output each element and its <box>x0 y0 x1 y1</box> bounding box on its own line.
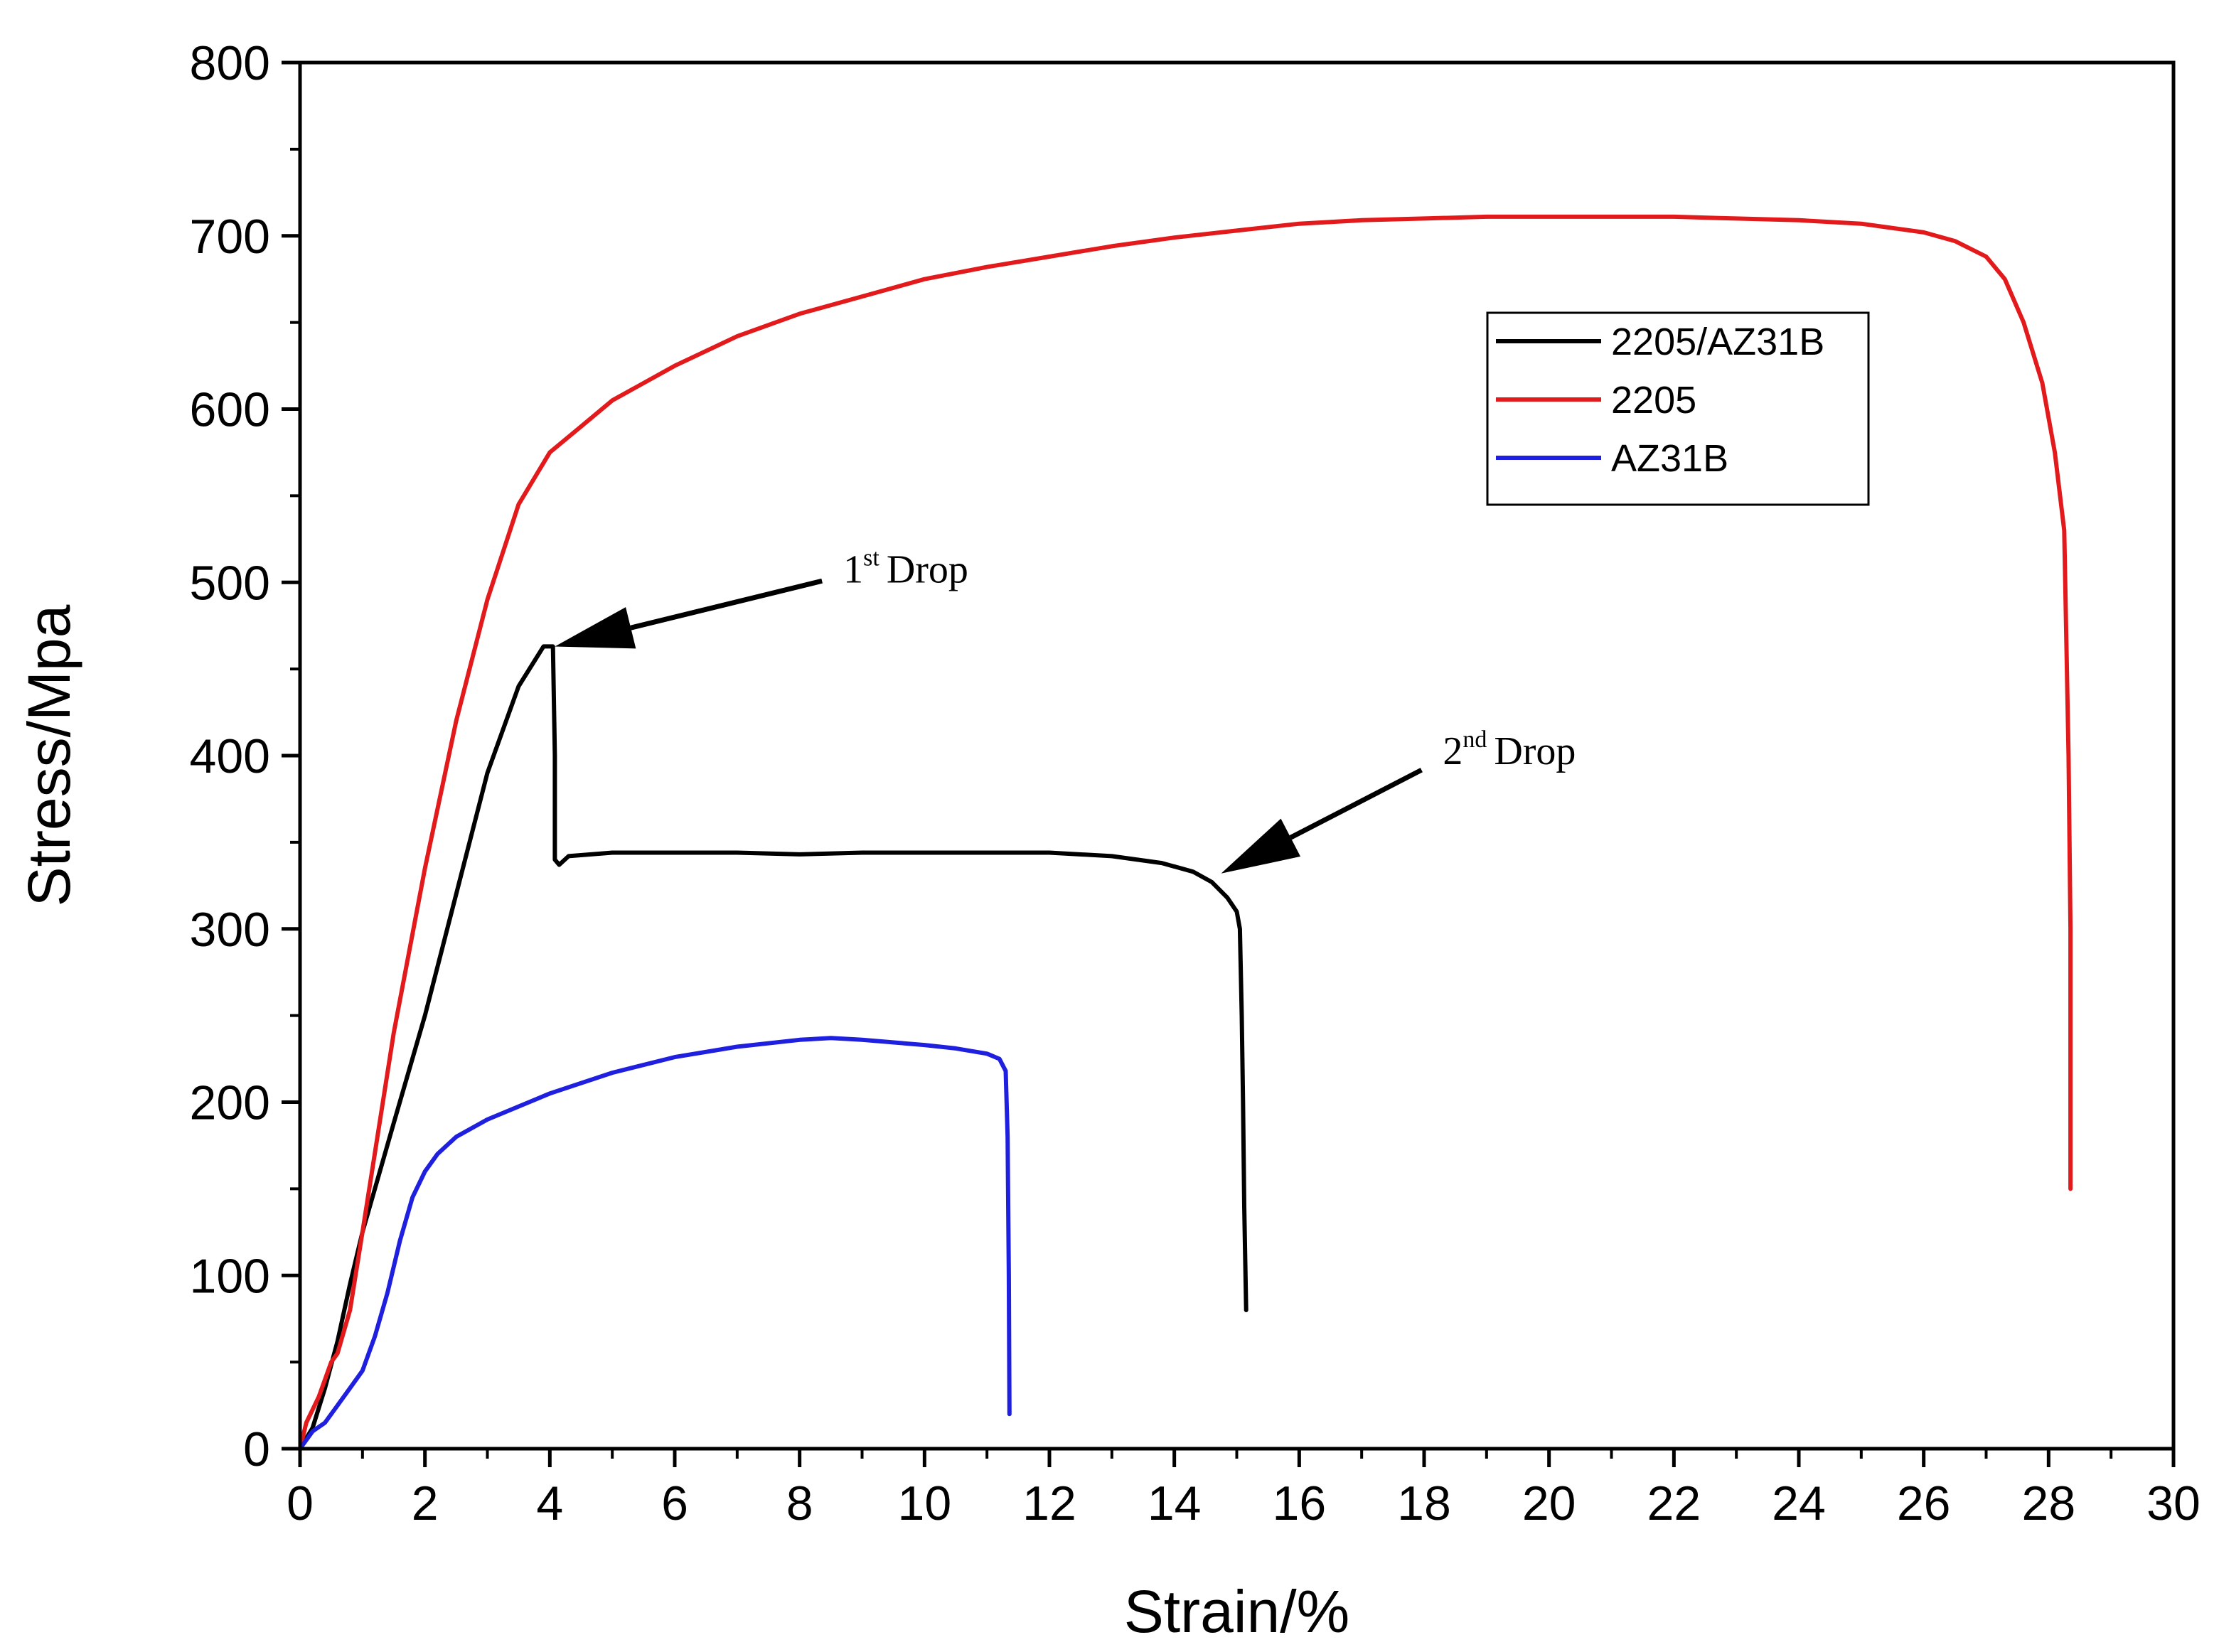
y-tick-label: 0 <box>243 1422 270 1476</box>
x-tick-label: 30 <box>2146 1476 2201 1530</box>
x-tick-label: 18 <box>1397 1476 1451 1530</box>
x-axis-title: Strain/% <box>1124 1578 1349 1645</box>
plot-frame <box>298 60 2176 1451</box>
x-tick-label: 28 <box>2022 1476 2076 1530</box>
axes-ticks <box>282 60 2176 1467</box>
x-tick-label: 24 <box>1772 1476 1826 1530</box>
x-tick-label: 10 <box>898 1476 952 1530</box>
annotation-arrow-head <box>555 607 636 649</box>
x-tick-label: 8 <box>786 1476 813 1530</box>
tick-labels: 0 2 4 6 8 10 12 14 16 18 20 22 24 26 28 300100200300400… <box>190 36 2201 1530</box>
y-tick-label: 600 <box>190 383 270 437</box>
annotation-arrow-shaft <box>1289 768 1423 840</box>
x-tick-label: 16 <box>1273 1476 1327 1530</box>
x-tick-label: 14 <box>1148 1476 1202 1530</box>
annotations: 1st Drop 2nd Drop <box>555 545 1576 874</box>
legend-label: AZ31B <box>1611 437 1728 480</box>
x-tick-label: 26 <box>1897 1476 1951 1530</box>
y-tick-label: 300 <box>190 903 270 957</box>
legend-box <box>1486 311 1870 506</box>
annotation-arrow-head <box>1221 818 1301 874</box>
x-tick-label: 6 <box>661 1476 688 1530</box>
y-tick-label: 400 <box>190 729 270 783</box>
annotation-label: 1st Drop <box>843 545 968 591</box>
x-tick-label: 4 <box>536 1476 563 1530</box>
y-tick-label: 100 <box>190 1249 270 1303</box>
series-line-0 <box>298 644 1248 1451</box>
legend: 2205/AZ31B 2205 AZ31B <box>1486 311 1870 506</box>
legend-label: 2205/AZ31B <box>1611 321 1824 363</box>
plot-content <box>298 214 2073 1451</box>
series-line-1 <box>298 214 2073 1451</box>
x-tick-label: 22 <box>1647 1476 1701 1530</box>
y-axis-title: Stress/Mpa <box>16 604 82 906</box>
legend-label: 2205 <box>1611 379 1696 422</box>
y-tick-label: 200 <box>190 1076 270 1130</box>
y-tick-label: 800 <box>190 36 270 90</box>
x-tick-label: 2 <box>412 1476 439 1530</box>
x-tick-label: 0 <box>287 1476 314 1530</box>
y-tick-label: 700 <box>190 210 270 264</box>
annotation-label: 2nd Drop <box>1443 726 1576 773</box>
annotation-arrow-shaft <box>630 578 823 631</box>
y-tick-label: 500 <box>190 556 270 610</box>
x-tick-label: 20 <box>1522 1476 1576 1530</box>
x-tick-label: 12 <box>1022 1476 1076 1530</box>
series-line-2 <box>298 1036 1012 1451</box>
